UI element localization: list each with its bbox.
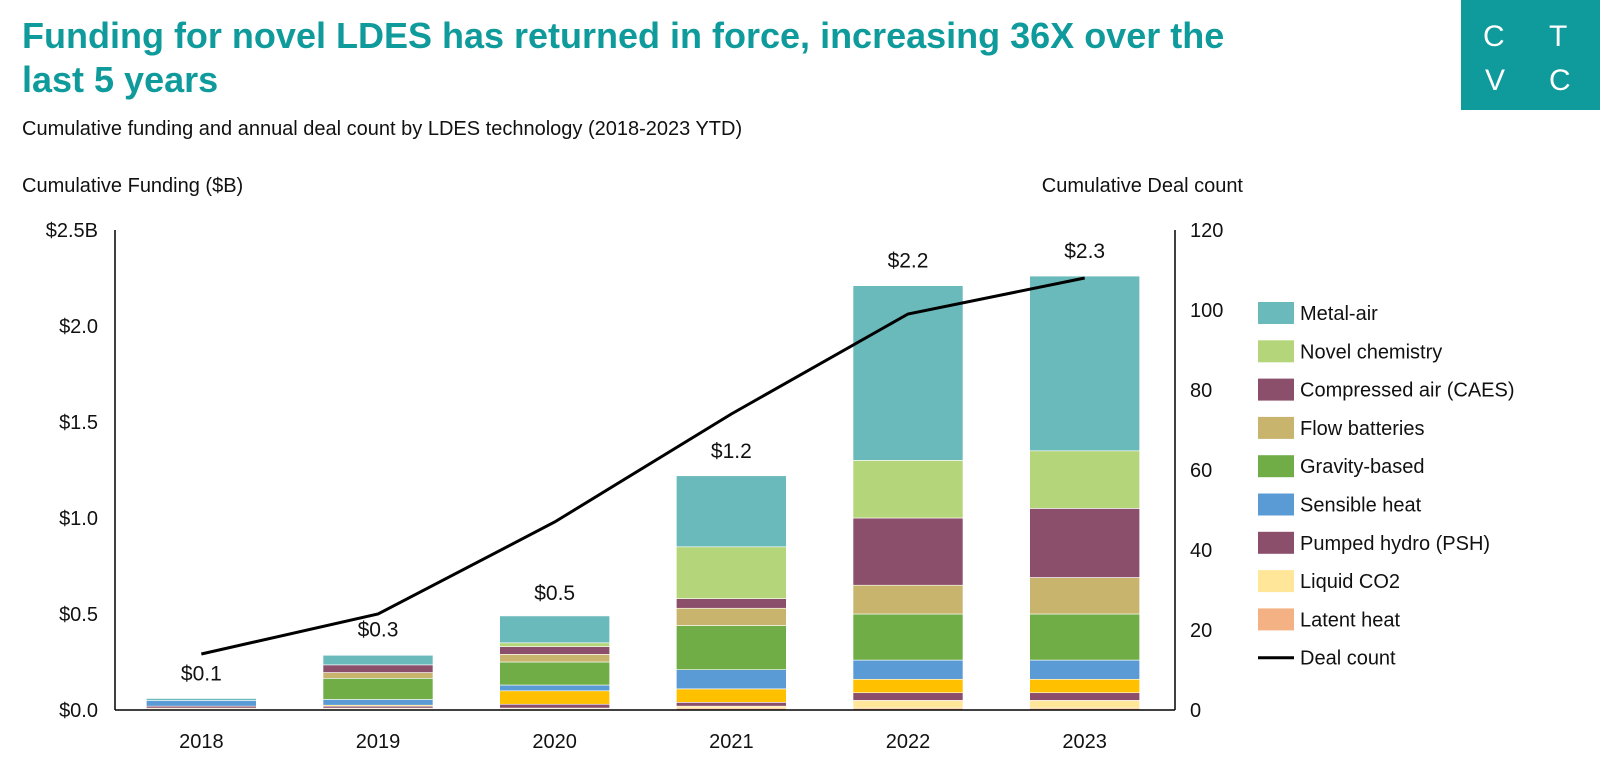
bar-segment-pumped-hydro-psh- — [852, 692, 964, 701]
legend-label: Metal-air — [1300, 303, 1378, 325]
bar-segment-metal-air — [322, 654, 434, 666]
legend-label: Gravity-based — [1300, 456, 1425, 478]
bar-segment-sensible-heat — [852, 659, 964, 680]
bar-segment-flow-batteries — [676, 607, 787, 626]
bar-segment-gravity-based — [676, 625, 787, 670]
legend-label: Compressed air (CAES) — [1300, 380, 1515, 402]
y2-tick-label: 120 — [1190, 220, 1223, 242]
bar-segment-flow-batteries — [1029, 577, 1140, 615]
x-tick-label: 2022 — [886, 731, 931, 753]
bar-segment-compressed-air-caes- — [676, 598, 787, 609]
bar-segment-metal-air — [852, 285, 964, 461]
bar-segment-sensible-heat — [322, 699, 434, 706]
bar-segment-sensible-heat — [676, 669, 787, 690]
deal-count-line — [201, 276, 1085, 656]
bar-segment-compressed-air-caes- — [1029, 508, 1140, 578]
y-tick-label: $1.0 — [59, 508, 98, 530]
bar-segment-gravity-based — [852, 613, 964, 661]
y2-tick-label: 20 — [1190, 620, 1212, 642]
legend-label: Sensible heat — [1300, 495, 1422, 517]
bar-segment-compressed-air-caes- — [499, 646, 610, 655]
bar-segment-pumped-hydro-psh- — [1029, 692, 1140, 701]
bar-segment-novel-chemistry — [1029, 450, 1140, 509]
bar-segment-sensible-heat — [146, 700, 257, 707]
bar-segment-liquid-co2 — [1029, 700, 1140, 709]
y-tick-label: $0.0 — [59, 700, 98, 722]
y2-tick-label: 80 — [1190, 380, 1212, 402]
bar-segment-metal-air — [676, 475, 787, 548]
legend-label: Novel chemistry — [1300, 341, 1442, 363]
legend-swatch — [1258, 302, 1294, 324]
bar-segment-novel-chemistry — [852, 460, 964, 519]
legend-swatch — [1258, 570, 1294, 593]
bar-segment-gravity-based — [322, 678, 434, 700]
bar-segment-pumped-hydro-psh- — [676, 702, 787, 707]
bar-segment-compressed-air-caes- — [322, 664, 434, 673]
y-tick-label: $2.0 — [59, 316, 98, 338]
bar-segment-other — [499, 690, 610, 705]
bar-segment-liquid-co2 — [852, 700, 964, 709]
bar-segment-other — [852, 678, 964, 694]
x-tick-label: 2018 — [179, 731, 224, 753]
legend-swatch — [1258, 531, 1294, 554]
bar-segment-flow-batteries — [852, 584, 964, 615]
x-tick-label: 2021 — [709, 731, 754, 753]
y2-tick-label: 60 — [1190, 460, 1212, 482]
y-tick-label: $2.5B — [46, 220, 98, 242]
legend-label: Liquid CO2 — [1300, 571, 1400, 593]
total-label: $0.5 — [534, 582, 575, 605]
y-tick-label: $0.5 — [59, 604, 98, 626]
legend-swatch — [1258, 340, 1294, 363]
legend-label: Latent heat — [1300, 609, 1401, 631]
chart-title: Funding for novel LDES has returned in f… — [22, 15, 1225, 100]
chart-subtitle: Cumulative funding and annual deal count… — [22, 118, 743, 140]
total-label: $0.1 — [181, 662, 222, 685]
y-tick-label: $1.5 — [59, 412, 98, 434]
legend-label: Deal count — [1300, 648, 1396, 670]
total-label: $0.3 — [358, 618, 399, 641]
legend-label: Flow batteries — [1300, 418, 1425, 440]
y2-tick-label: 100 — [1190, 300, 1223, 322]
legend-label: Pumped hydro (PSH) — [1300, 533, 1490, 555]
bar-segment-metal-air — [499, 615, 610, 644]
y-axis-label: Cumulative Funding ($B) — [22, 175, 243, 197]
bar-segment-gravity-based — [499, 661, 610, 686]
total-label: $1.2 — [711, 440, 752, 463]
bar-segment-novel-chemistry — [499, 642, 610, 647]
x-tick-label: 2023 — [1062, 731, 1107, 753]
legend-swatch — [1258, 416, 1294, 439]
bar-segment-flow-batteries — [499, 654, 610, 663]
bar-segment-sensible-heat — [499, 684, 610, 692]
bar-segment-other — [1029, 678, 1140, 694]
x-tick-label: 2019 — [356, 731, 401, 753]
bar-segment-metal-air — [1029, 275, 1140, 452]
y2-tick-label: 40 — [1190, 540, 1212, 562]
bar-segment-pumped-hydro-psh- — [499, 703, 610, 709]
legend-swatch — [1258, 378, 1294, 401]
total-label: $2.2 — [888, 250, 929, 273]
bar-segment-gravity-based — [1029, 613, 1140, 661]
legend-swatch — [1258, 493, 1294, 516]
bar-segment-other — [676, 688, 787, 703]
bar-segment-novel-chemistry — [676, 546, 787, 599]
total-label: $2.3 — [1064, 240, 1105, 263]
legend-swatch — [1258, 608, 1294, 631]
legend-swatch — [1258, 455, 1294, 478]
x-tick-label: 2020 — [532, 731, 577, 753]
y2-tick-label: 0 — [1190, 700, 1201, 722]
bar-segment-sensible-heat — [1029, 659, 1140, 680]
y2-axis-label: Cumulative Deal count — [1042, 175, 1244, 197]
bar-segment-compressed-air-caes- — [852, 517, 964, 586]
bar-segment-metal-air — [146, 698, 257, 701]
bar-segment-flow-batteries — [322, 672, 434, 679]
